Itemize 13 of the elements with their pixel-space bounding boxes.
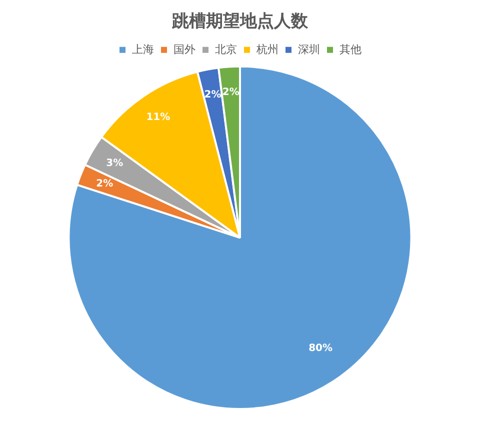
legend-label: 其他 (340, 42, 362, 56)
data-label: 3% (106, 158, 124, 170)
chart-title: 跳槽期望地点人数 (171, 12, 309, 32)
data-label: 2% (204, 89, 222, 100)
legend-label: 上海 (132, 42, 154, 56)
legend-label: 杭州 (256, 42, 278, 56)
legend-label: 国外 (174, 42, 196, 56)
legend-label: 深圳 (298, 42, 320, 56)
legend-label: 北京 (215, 42, 237, 56)
data-label: 2% (222, 86, 240, 98)
data-label: 11% (146, 112, 170, 123)
data-label: 2% (96, 178, 114, 190)
data-label: 80% (308, 343, 333, 354)
